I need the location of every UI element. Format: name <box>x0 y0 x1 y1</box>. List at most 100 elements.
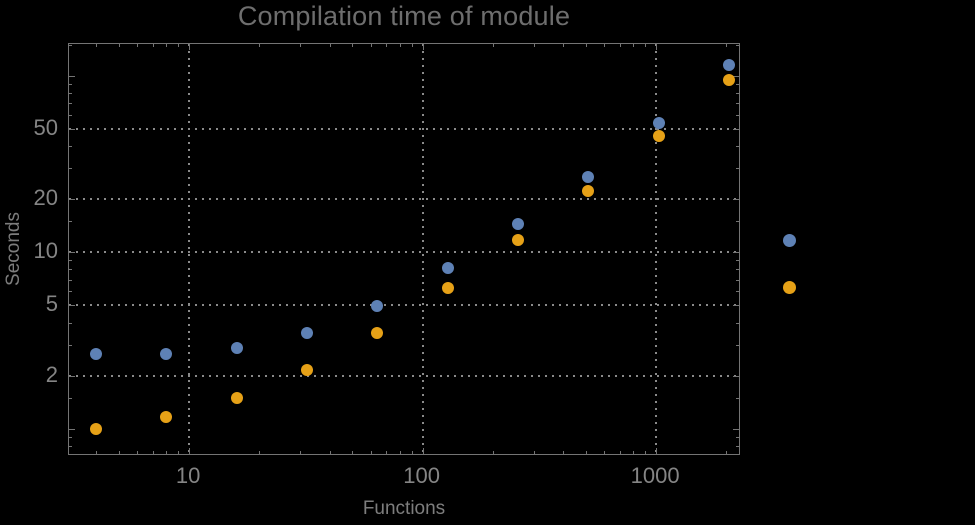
legend <box>783 234 796 294</box>
gridline-y-20 <box>69 198 739 201</box>
x-tick-20 <box>259 451 261 454</box>
y-tick-9 <box>69 260 72 262</box>
x-tick-100 <box>422 448 424 454</box>
data-point-series-1-x1024 <box>652 116 665 129</box>
x-tick-top-700 <box>619 44 621 47</box>
x-tick-700 <box>619 451 621 454</box>
y-axis-label: Seconds <box>3 212 24 286</box>
y-tick-label-2: 2 <box>45 361 58 387</box>
y-tick-60 <box>69 115 72 117</box>
y-tick-right-2 <box>733 375 739 377</box>
x-tick-10 <box>189 448 191 454</box>
x-tick-70 <box>386 451 388 454</box>
y-tick-right-90 <box>736 84 739 86</box>
data-point-series-2-x128 <box>441 281 454 294</box>
y-tick-10 <box>69 252 75 254</box>
x-tick-label-1000: 1000 <box>630 463 680 488</box>
y-tick-1 <box>69 428 75 430</box>
y-tick-right-1.5 <box>736 397 739 399</box>
chart-title: Compilation time of module <box>237 1 571 31</box>
y-tick-15 <box>69 221 72 223</box>
x-tick-30 <box>300 451 302 454</box>
x-tick-top-40 <box>329 44 331 47</box>
x-tick-top-100 <box>422 44 424 50</box>
y-tick-right-150 <box>736 45 739 46</box>
y-tick-right-1 <box>733 428 739 430</box>
x-tick-top-600 <box>604 44 606 47</box>
x-tick-top-2000 <box>726 44 728 47</box>
y-tick-right-7 <box>736 279 739 281</box>
y-tick-label-20: 20 <box>33 185 58 211</box>
x-tick-80 <box>399 451 401 454</box>
data-point-series-2-x4 <box>90 422 103 435</box>
y-tick-80 <box>69 93 72 95</box>
data-point-series-1-x16 <box>230 342 243 355</box>
x-tick-200 <box>492 451 494 454</box>
y-tick-right-0.8 <box>736 445 739 447</box>
data-point-series-1-x64 <box>371 300 384 313</box>
y-tick-2 <box>69 375 75 377</box>
x-tick-6 <box>137 451 139 454</box>
x-tick-5 <box>118 451 120 454</box>
data-point-series-1-x128 <box>441 261 454 274</box>
x-tick-top-200 <box>492 44 494 47</box>
y-tick-5 <box>69 305 75 307</box>
y-tick-right-15 <box>736 221 739 223</box>
x-tick-top-1000 <box>656 44 658 50</box>
data-point-series-2-x64 <box>371 326 384 339</box>
y-tick-right-8 <box>736 269 739 271</box>
y-tick-20 <box>69 199 75 201</box>
x-tick-label-10: 10 <box>175 463 201 488</box>
x-tick-top-80 <box>399 44 401 47</box>
x-tick-400 <box>563 451 565 454</box>
x-tick-2000 <box>726 451 728 454</box>
x-axis-label: Functions <box>362 498 446 519</box>
y-tick-right-3 <box>736 344 739 346</box>
x-tick-top-400 <box>563 44 565 47</box>
data-point-series-1-x4 <box>90 348 103 361</box>
x-tick-top-9 <box>178 44 180 47</box>
gridline-y-5 <box>69 304 739 307</box>
y-tick-right-30 <box>736 168 739 170</box>
y-tick-40 <box>69 146 72 148</box>
gridline-y-50 <box>69 128 739 131</box>
y-tick-right-40 <box>736 146 739 148</box>
data-point-series-1-x512 <box>582 171 595 184</box>
x-tick-label-100: 100 <box>403 463 440 488</box>
data-point-series-2-x1024 <box>652 130 665 143</box>
x-tick-top-900 <box>645 44 647 47</box>
y-tick-7 <box>69 279 72 281</box>
y-tick-30 <box>69 168 72 170</box>
data-point-series-2-x2048 <box>722 73 735 86</box>
x-tick-top-4 <box>96 44 98 47</box>
data-point-series-1-x2048 <box>722 59 735 72</box>
y-tick-right-10 <box>733 252 739 254</box>
y-tick-right-4 <box>736 322 739 324</box>
x-tick-800 <box>633 451 635 454</box>
y-tick-8 <box>69 269 72 271</box>
y-tick-right-70 <box>736 103 739 105</box>
y-tick-label-5: 5 <box>45 291 58 317</box>
legend-marker-series-2 <box>783 281 796 294</box>
y-tick-right-80 <box>736 93 739 95</box>
x-tick-top-20 <box>259 44 261 47</box>
x-tick-top-5 <box>118 44 120 47</box>
data-point-series-2-x32 <box>301 363 314 376</box>
x-tick-top-50 <box>352 44 354 47</box>
x-tick-top-500 <box>585 44 587 47</box>
x-tick-top-60 <box>370 44 372 47</box>
x-tick-top-6 <box>137 44 139 47</box>
y-tick-right-9 <box>736 260 739 262</box>
x-tick-top-8 <box>166 44 168 47</box>
x-tick-900 <box>645 451 647 454</box>
x-tick-top-7 <box>152 44 154 47</box>
data-point-series-2-x8 <box>160 410 173 423</box>
x-tick-7 <box>152 451 154 454</box>
y-tick-70 <box>69 103 72 105</box>
x-tick-top-800 <box>633 44 635 47</box>
x-tick-9 <box>178 451 180 454</box>
x-tick-top-300 <box>534 44 535 47</box>
x-tick-top-90 <box>411 44 413 47</box>
y-tick-right-60 <box>736 115 739 117</box>
